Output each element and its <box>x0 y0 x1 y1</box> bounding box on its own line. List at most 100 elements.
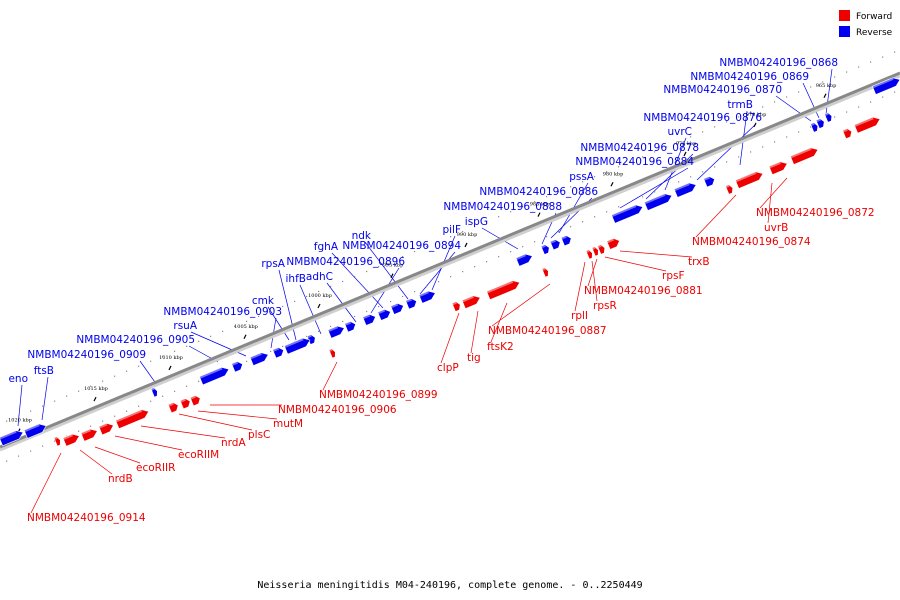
forward-gene-label: ftsK2 <box>487 341 514 353</box>
kbp-tick-label: 995 kbp <box>383 263 404 269</box>
reverse-gene-label: pssA <box>569 171 595 183</box>
reverse-gene-arrow <box>150 387 158 398</box>
reverse-gene-arrow <box>673 182 697 198</box>
forward-gene-label: rpsF <box>662 270 685 282</box>
reverse-gene-label: trmB <box>727 99 753 111</box>
kbp-tick-label: 990 kbp <box>457 232 478 238</box>
reverse-gene-arrow <box>643 193 673 211</box>
forward-gene-arrow <box>541 267 549 278</box>
reverse-gene-label: NMBM04240196_0886 <box>479 186 598 198</box>
reverse-gene-arrow <box>283 337 311 355</box>
forward-gene-arrow <box>842 128 853 140</box>
forward-gene-label: trxB <box>688 256 710 268</box>
reverse-gene-label: eno <box>8 373 28 385</box>
forward-gene-label: plsC <box>248 429 270 441</box>
reverse-gene-label: NMBM04240196_0870 <box>663 84 782 96</box>
legend-label: Forward <box>856 12 892 22</box>
kbp-tick-label: 975 kbp <box>676 141 697 147</box>
forward-gene-arrow <box>62 433 80 447</box>
reverse-gene-arrow <box>23 423 47 439</box>
reverse-gene-label: ftsB <box>34 365 54 377</box>
reverse-gene-label: fghA <box>314 241 339 253</box>
forward-gene-label: NMBM04240196_0881 <box>584 285 703 297</box>
forward-gene-arrow <box>597 244 606 255</box>
forward-gene-arrow <box>167 402 179 414</box>
reverse-gene-arrow <box>390 303 404 315</box>
forward-gene-label: clpP <box>437 362 459 374</box>
kbp-tick-label: 1005 kbp <box>234 324 258 330</box>
kbp-tick-label: 1000 kbp <box>308 293 332 299</box>
reverse-gene-arrow <box>249 352 269 367</box>
kbp-tick-label: 965 kbp <box>816 83 837 89</box>
reverse-gene-arrow <box>199 367 230 386</box>
reverse-gene-label: rpsA <box>261 258 285 270</box>
reverse-gene-arrow <box>344 321 356 333</box>
forward-gene-label: NMBM04240196_0887 <box>488 325 607 337</box>
kbp-tick-label: 970 kbp <box>746 112 767 118</box>
reverse-gene-arrow <box>272 347 284 359</box>
reverse-gene-arrow <box>549 239 561 251</box>
forward-gene-label: NMBM04240196_0906 <box>278 404 397 416</box>
forward-gene-arrow <box>179 398 191 410</box>
reverse-gene-label: uvrC <box>667 126 692 138</box>
reverse-gene-label: ihfB <box>286 273 306 285</box>
reverse-gene-arrow <box>824 112 833 123</box>
reverse-gene-arrow <box>327 325 345 339</box>
reverse-gene-label: NMBM04240196_0868 <box>719 57 838 69</box>
legend-swatch <box>839 10 850 21</box>
reverse-gene-arrow <box>0 430 24 447</box>
forward-gene-arrow <box>328 348 336 359</box>
forward-gene-arrow <box>734 171 764 189</box>
forward-gene-label: rplI <box>571 310 588 322</box>
reverse-gene-arrow <box>231 361 243 373</box>
reverse-gene-arrow <box>540 244 550 255</box>
legend-swatch <box>839 26 850 37</box>
legend-label: Reverse <box>856 28 893 38</box>
reverse-gene-arrow <box>871 77 900 95</box>
reverse-gene-arrow <box>405 298 417 310</box>
forward-gene-label: nrdB <box>108 473 133 485</box>
forward-gene-arrow <box>115 409 150 430</box>
kbp-tick-label: 980 kbp <box>603 171 624 177</box>
forward-gene-label: ecoRIIR <box>136 462 175 474</box>
reverse-gene-label: rsuA <box>173 320 197 332</box>
kbp-tick-label: 1015 kbp <box>84 386 108 392</box>
forward-gene-label: uvrB <box>764 222 788 234</box>
forward-gene-arrow <box>768 161 788 176</box>
reverse-gene-label: NMBM04240196_0869 <box>690 71 809 83</box>
reverse-gene-label: NMBM04240196_0884 <box>575 156 694 168</box>
reverse-gene-label: NMBM04240196_0878 <box>580 142 699 154</box>
reverse-gene-label: NMBM04240196_0909 <box>27 349 146 361</box>
reverse-gene-label: ispG <box>465 216 488 228</box>
forward-gene-label: tig <box>467 352 481 364</box>
reverse-gene-label: NMBM04240196_0903 <box>163 306 282 318</box>
reverse-gene-label: pilF <box>442 224 461 236</box>
forward-gene-arrow <box>53 436 61 447</box>
reverse-gene-label: NMBM04240196_0905 <box>76 334 195 346</box>
forward-gene-label: NMBM04240196_0899 <box>319 389 438 401</box>
forward-gene-arrow <box>189 395 201 407</box>
reverse-gene-arrow <box>703 176 715 188</box>
reverse-gene-arrow <box>362 314 376 326</box>
forward-gene-label: NMBM04240196_0914 <box>27 512 146 524</box>
forward-gene-label: rpsR <box>593 300 617 312</box>
reverse-gene-arrow <box>560 235 572 247</box>
forward-gene-arrow <box>461 295 481 310</box>
forward-gene-arrow <box>853 116 881 134</box>
forward-gene-label: ecoRIIM <box>178 449 219 461</box>
forward-gene-label: nrdA <box>221 437 246 449</box>
forward-gene-label: NMBM04240196_0872 <box>756 207 875 219</box>
forward-gene-arrow <box>98 422 114 436</box>
forward-gene-label: mutM <box>273 418 303 430</box>
forward-gene-arrow <box>789 147 819 165</box>
reverse-gene-label: NMBM04240196_0876 <box>643 112 762 124</box>
forward-gene-arrow <box>486 280 521 301</box>
reverse-gene-arrow <box>611 204 644 224</box>
kbp-tick-label: 985 kbp <box>530 202 551 208</box>
map-caption: Neisseria meningitidis M04-240196, compl… <box>257 580 642 591</box>
forward-gene-arrow <box>591 246 599 257</box>
reverse-gene-arrow <box>418 290 436 304</box>
kbp-tick-label: 1020 kbp <box>8 418 32 424</box>
genome-axis <box>0 71 900 449</box>
